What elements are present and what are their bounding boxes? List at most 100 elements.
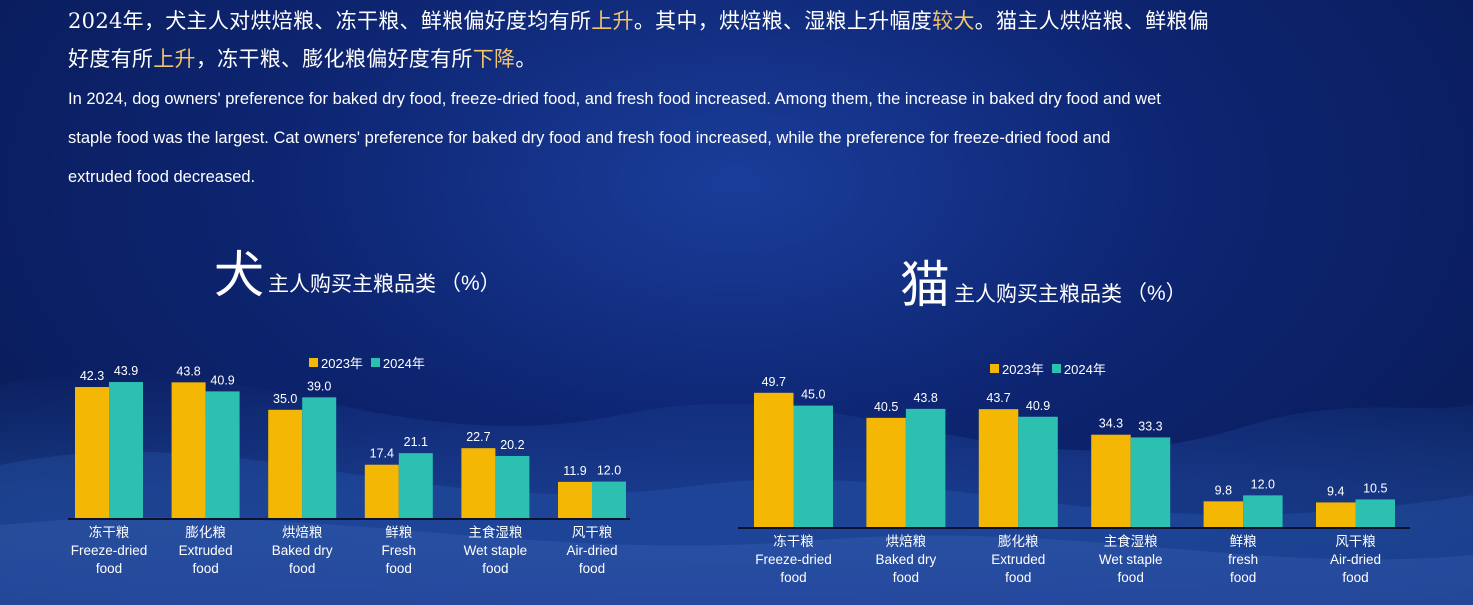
data-label: 33.3 [1138, 419, 1162, 433]
bar-2023-1 [866, 417, 906, 528]
category-label: food [289, 561, 315, 576]
legend-label-2024: 2024年 [382, 356, 425, 371]
legend-label-2023: 2023年 [321, 356, 363, 371]
intro-text-segment: 。其中，烘焙粮、湿粮上升幅度 [633, 9, 933, 33]
data-label: 35.0 [273, 392, 297, 406]
data-label: 11.9 [563, 464, 586, 478]
bar-2023-2 [268, 409, 303, 519]
dog-title-unit: （%） [440, 272, 501, 295]
bar-2023-1 [171, 382, 206, 519]
data-label: 43.7 [986, 391, 1010, 405]
data-label: 40.5 [874, 400, 898, 414]
category-label: food [893, 570, 919, 585]
intro-en-line-2: staple food was the largest. Cat owners'… [68, 129, 1111, 147]
intro-text-segment: 。猫主人烘焙粮、鲜粮偏 [974, 9, 1209, 33]
category-label: fresh [1228, 552, 1258, 567]
data-label: 43.9 [114, 364, 138, 378]
bar-2024-5 [1355, 499, 1395, 528]
data-label: 40.9 [210, 373, 234, 387]
category-label: 鲜粮 [1230, 534, 1258, 550]
category-label: Wet staple [464, 543, 528, 558]
bar-2024-4 [495, 455, 530, 519]
bar-2024-4 [1243, 495, 1283, 528]
highlight-text: 上升 [153, 47, 196, 71]
cat-title-text: 主人购买主粮品类 [954, 282, 1122, 306]
category-label: Extruded [179, 543, 233, 558]
data-label: 22.7 [466, 430, 490, 444]
data-label: 43.8 [913, 391, 937, 405]
bar-2024-2 [1018, 416, 1058, 528]
intro-cn-line-2: 好度有所上升，冻干粮、膨化粮偏好度有所下降。 [68, 40, 1408, 78]
category-label: food [386, 561, 412, 576]
highlight-text: 较大 [932, 9, 975, 33]
data-label: 9.8 [1215, 483, 1232, 497]
category-label: Fresh [382, 543, 417, 558]
bar-2024-0 [109, 382, 143, 519]
category-label: 风干粮 [1335, 534, 1376, 550]
intro-en-line-1: In 2024, dog owners' preference for bake… [68, 90, 1161, 108]
data-label: 43.8 [176, 364, 200, 378]
highlight-text: 上升 [591, 9, 634, 33]
bar-2023-2 [978, 409, 1019, 528]
highlight-text: 下降 [472, 47, 516, 71]
category-label: 冻干粮 [773, 534, 814, 550]
legend-label-2023: 2023年 [1002, 362, 1044, 377]
category-label: 烘焙粮 [886, 534, 927, 550]
intro-en-line-3: extruded food decreased. [68, 168, 256, 186]
bar-2024-2 [302, 397, 337, 519]
intro-text-segment: 。 [515, 47, 537, 71]
data-label: 34.3 [1099, 417, 1123, 431]
data-label: 20.2 [500, 438, 524, 452]
data-label: 12.0 [1251, 477, 1275, 491]
category-label: food [1342, 570, 1368, 585]
data-label: 42.3 [80, 369, 104, 383]
data-label: 12.0 [597, 464, 621, 478]
bar-2024-1 [905, 408, 946, 528]
legend-item-2023: 2023年 [990, 359, 1044, 378]
category-label: 膨化粮 [998, 534, 1039, 550]
intro-text-segment: 好度有所 [68, 47, 154, 71]
category-label: Freeze-dried [71, 543, 148, 558]
cat-title-unit: （%） [1126, 282, 1187, 305]
category-label: food [780, 570, 806, 585]
legend-label-2024: 2024年 [1063, 362, 1106, 377]
data-label: 40.9 [1026, 399, 1050, 413]
data-label: 10.5 [1363, 481, 1387, 495]
bar-2024-0 [793, 405, 833, 528]
category-label: Extruded [991, 552, 1045, 567]
data-label: 39.0 [307, 379, 331, 393]
dog-title-text: 主人购买主粮品类 [268, 272, 436, 296]
category-label: 风干粮 [572, 525, 613, 541]
legend-swatch-2024 [1051, 364, 1061, 373]
intro-en-paragraph: In 2024, dog owners' preference for bake… [68, 80, 1408, 197]
bar-2023-3 [364, 464, 399, 519]
intro-text: 2024年，犬主人对烘焙粮、冻干粮、鲜粮偏好度均有所上升。其中，烘焙粮、湿粮上升… [68, 2, 1408, 197]
bar-2023-4 [461, 448, 496, 519]
intro-cn-line-1: 2024年，犬主人对烘焙粮、冻干粮、鲜粮偏好度均有所上升。其中，烘焙粮、湿粮上升… [68, 2, 1408, 40]
bar-2024-3 [398, 453, 433, 519]
legend-swatch-2023 [990, 364, 999, 373]
bar-2023-0 [75, 387, 109, 519]
cat-chart-title: 猫 主人购买主粮品类 （%） [900, 260, 1187, 310]
category-label: Baked dry [272, 543, 333, 558]
bar-2023-0 [754, 392, 794, 528]
legend-item-2024: 2024年 [370, 353, 425, 372]
category-label: 主食湿粮 [1104, 533, 1158, 550]
category-label: Baked dry [876, 552, 937, 567]
category-label: food [579, 561, 605, 576]
category-label: 鲜粮 [385, 525, 412, 541]
category-label: 主食湿粮 [468, 524, 522, 541]
category-label: 膨化粮 [185, 525, 226, 541]
category-label: 烘焙粮 [282, 525, 323, 541]
category-label: Air-dried [566, 543, 617, 558]
category-label: food [1118, 570, 1144, 585]
legend-swatch-2024 [370, 358, 380, 367]
category-label: food [1230, 570, 1256, 585]
data-label: 21.1 [404, 435, 428, 449]
category-label: food [192, 561, 218, 576]
legend-item-2023: 2023年 [309, 353, 363, 372]
data-label: 49.7 [762, 375, 786, 389]
intro-text-segment: 2024年，犬主人对烘焙粮、冻干粮、鲜粮偏好度均有所 [68, 9, 592, 33]
